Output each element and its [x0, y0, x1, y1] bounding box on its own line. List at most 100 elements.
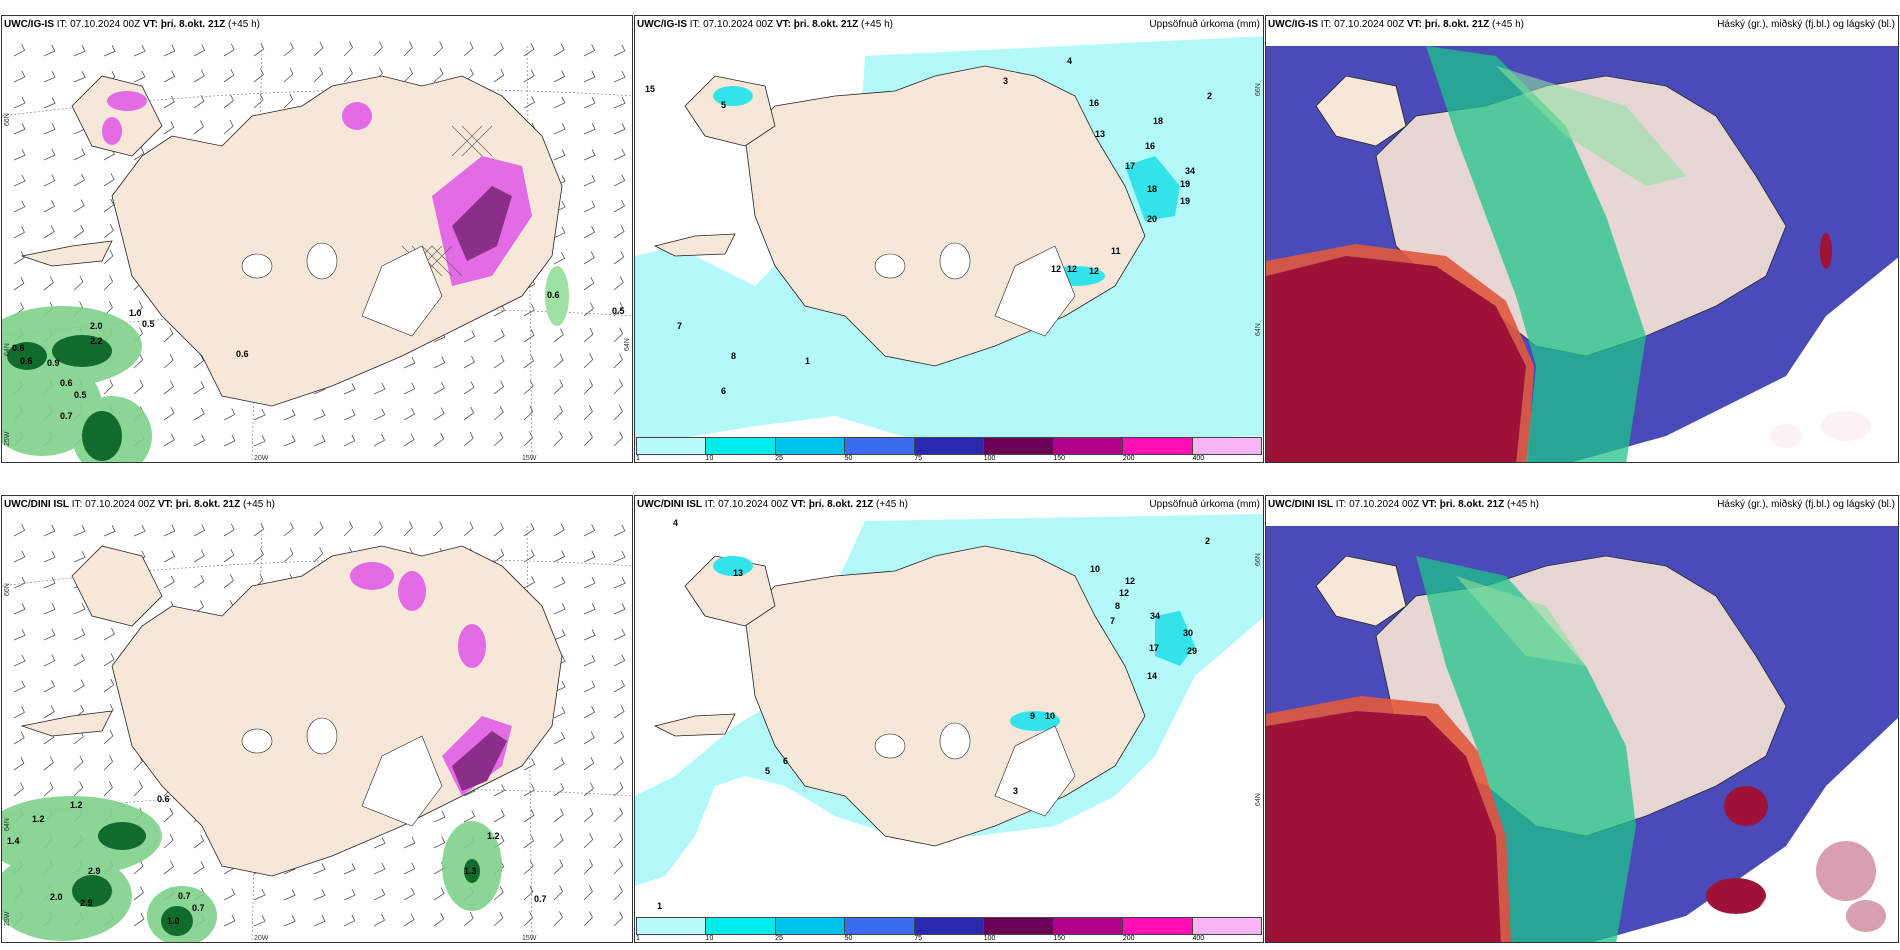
- wind-barb: [433, 67, 444, 83]
- wind-barb: [553, 859, 564, 875]
- wind-barb: [193, 575, 205, 589]
- wind-barb: [583, 353, 594, 369]
- wind-barb: [583, 680, 596, 693]
- wind-barb: [553, 757, 565, 771]
- wind-barb: [583, 123, 596, 135]
- colorbar-swatch: [845, 918, 915, 934]
- wind-barb: [193, 354, 205, 369]
- precip-value: 8: [1115, 601, 1121, 611]
- wind-barb: [373, 408, 386, 421]
- wind-barb: [313, 863, 326, 875]
- precip-value: 16: [1145, 141, 1156, 151]
- wind-barb: [223, 574, 234, 589]
- precip-value: 2.9: [80, 898, 93, 908]
- precip-value: 1.2: [32, 814, 45, 824]
- precip-value: 0.5: [74, 390, 87, 400]
- colorbar-tick: 100: [983, 455, 996, 462]
- it-label: IT:: [1320, 19, 1332, 30]
- model-name: UWC/IG-IS: [637, 19, 687, 30]
- colorbar-tick: 200: [1122, 455, 1135, 462]
- white-areas: [241, 242, 443, 337]
- wind-barb: [13, 226, 26, 239]
- wind-barb: [43, 225, 55, 239]
- precip-value: 7: [677, 321, 683, 331]
- wind-barb: [583, 807, 594, 823]
- wind-barb: [583, 706, 596, 719]
- panel-field-title: Háský (gr.), miðský (fj.bl.) og lágský (…: [1717, 499, 1895, 510]
- wind-barb: [193, 434, 206, 447]
- wind-barb: [583, 550, 596, 563]
- wind-barb: [583, 859, 593, 875]
- precip-value: 34: [1150, 611, 1161, 621]
- wind-barb: [163, 44, 176, 57]
- precip-value: 18: [1153, 116, 1164, 126]
- wind-barb: [13, 706, 26, 719]
- wind-barb: [163, 354, 174, 369]
- precip-value: 6: [783, 756, 789, 766]
- colorbar-swatch: [637, 438, 707, 454]
- wind-barb: [583, 524, 596, 537]
- wind-barb: [103, 781, 113, 797]
- precip-value: 29: [1187, 646, 1198, 656]
- wind-barb: [193, 834, 205, 849]
- wind-barb: [613, 44, 626, 57]
- wind-barb: [583, 885, 593, 901]
- wind-barb: [43, 123, 56, 135]
- wind-map: [2, 41, 632, 462]
- wind-barb: [553, 523, 565, 537]
- wind-barb: [523, 758, 536, 771]
- lon-label: 20W: [254, 935, 269, 942]
- panel-wind-igis: UWC/IG-IS IT: 07.10.2024 00Z VT: þri. 8.…: [1, 15, 633, 463]
- wind-barb: [373, 382, 386, 395]
- precip-green: [2, 796, 502, 942]
- colorbar-swatch: [706, 918, 776, 934]
- wind-barb: [523, 911, 533, 927]
- vt-label: VT:: [157, 499, 173, 510]
- wind-barb: [493, 68, 505, 83]
- wind-barb: [103, 275, 114, 291]
- vt-value: þri. 8.okt. 21Z: [1439, 499, 1505, 510]
- wind-barb: [373, 914, 386, 927]
- wind-barb: [343, 408, 356, 421]
- vt-label: VT:: [1406, 19, 1422, 30]
- precip-value: 20: [1147, 214, 1158, 224]
- wind-barb: [283, 409, 296, 421]
- wind-barb: [613, 551, 626, 563]
- wind-barb: [613, 756, 624, 771]
- wind-barb: [613, 730, 625, 745]
- wind-barb: [373, 434, 386, 447]
- wind-barb: [553, 782, 565, 797]
- wind-barb: [583, 44, 596, 57]
- wind-barb: [583, 379, 593, 395]
- wind-barb: [523, 69, 535, 83]
- wind-barb: [493, 380, 505, 395]
- wind-barb: [493, 406, 504, 421]
- wind-barb: [583, 302, 594, 317]
- wind-barb: [553, 680, 566, 693]
- wind-barb: [163, 433, 175, 447]
- wind-barb: [523, 809, 535, 823]
- wind-barb: [253, 888, 266, 901]
- wind-barb: [523, 783, 535, 797]
- wind-barb: [523, 834, 535, 849]
- wind-barb: [253, 548, 264, 563]
- wind-barb: [583, 911, 593, 927]
- wind-barb: [313, 915, 326, 927]
- precip-value: 7: [1110, 616, 1116, 626]
- wind-barb: [553, 431, 563, 447]
- wind-barb: [163, 70, 176, 83]
- wind-barb: [583, 149, 596, 161]
- wind-barb: [493, 911, 504, 927]
- wind-barb: [613, 71, 626, 83]
- lat-label: 64N: [624, 338, 631, 351]
- wind-barb: [583, 577, 596, 589]
- wind-barb: [493, 886, 504, 901]
- wind-barb: [553, 149, 566, 161]
- precip-value: 19: [1180, 179, 1191, 189]
- colorbar-swatch: [984, 438, 1054, 454]
- wind-barb: [403, 836, 416, 849]
- precip-value: 1: [805, 356, 811, 366]
- wind-barb: [493, 42, 504, 57]
- precip-purple: [452, 186, 512, 261]
- wind-barb: [193, 524, 206, 537]
